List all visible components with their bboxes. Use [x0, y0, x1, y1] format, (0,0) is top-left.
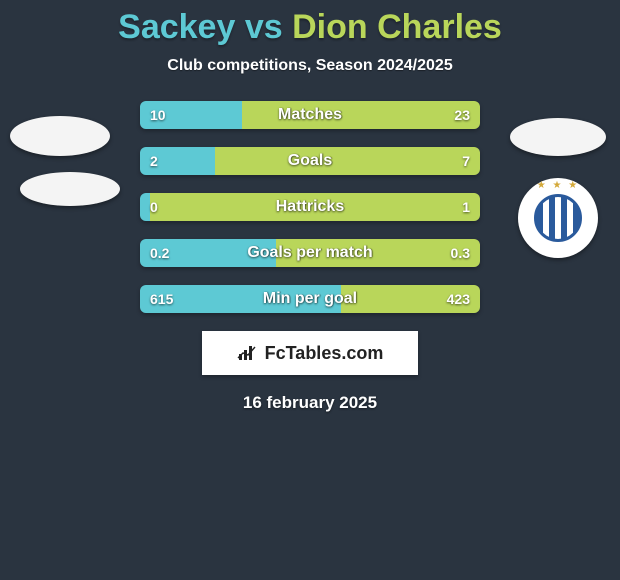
bar-left-value: 2 [140, 147, 168, 175]
bar-right-value: 1 [452, 193, 480, 221]
bar-label: Goals [140, 147, 480, 175]
left-club-badge-1 [10, 116, 110, 156]
bar-left-value: 615 [140, 285, 183, 313]
player2-name: Dion Charles [292, 8, 502, 46]
bar-right-value: 7 [452, 147, 480, 175]
player1-name: Sackey [118, 8, 235, 46]
right-club-badge-1 [510, 118, 606, 156]
club-crest-icon: ★ ★ ★ [530, 190, 586, 246]
bar-left-value: 10 [140, 101, 176, 129]
stat-bar: Goals per match0.2 0.3 [140, 239, 480, 267]
bar-left-value: 0.2 [140, 239, 179, 267]
bar-label: Hattricks [140, 193, 480, 221]
stat-bar: Matches10 23 [140, 101, 480, 129]
bar-right-value: 423 [437, 285, 480, 313]
bar-label: Goals per match [140, 239, 480, 267]
bar-left-value: 0 [140, 193, 168, 221]
stat-bar: Hattricks0 1 [140, 193, 480, 221]
vs-text: vs [245, 8, 283, 46]
stat-bar: Min per goal615 423 [140, 285, 480, 313]
comparison-bars: Matches10 23 Goals2 7 Hattricks0 1 Goals per m… [140, 101, 480, 313]
bar-label: Matches [140, 101, 480, 129]
bar-right-value: 0.3 [441, 239, 480, 267]
brand-logo[interactable]: FcTables.com [202, 331, 418, 375]
right-club-badge-2: ★ ★ ★ [518, 178, 598, 258]
brand-text: FcTables.com [265, 343, 384, 364]
bar-label: Min per goal [140, 285, 480, 313]
date-text: 16 february 2025 [0, 393, 620, 413]
subtitle: Club competitions, Season 2024/2025 [0, 57, 620, 75]
bar-chart-icon [237, 344, 259, 362]
left-club-badge-2 [20, 172, 120, 206]
page-title: Sackey vs Dion Charles [0, 0, 620, 47]
stat-bar: Goals2 7 [140, 147, 480, 175]
bar-right-value: 23 [444, 101, 480, 129]
